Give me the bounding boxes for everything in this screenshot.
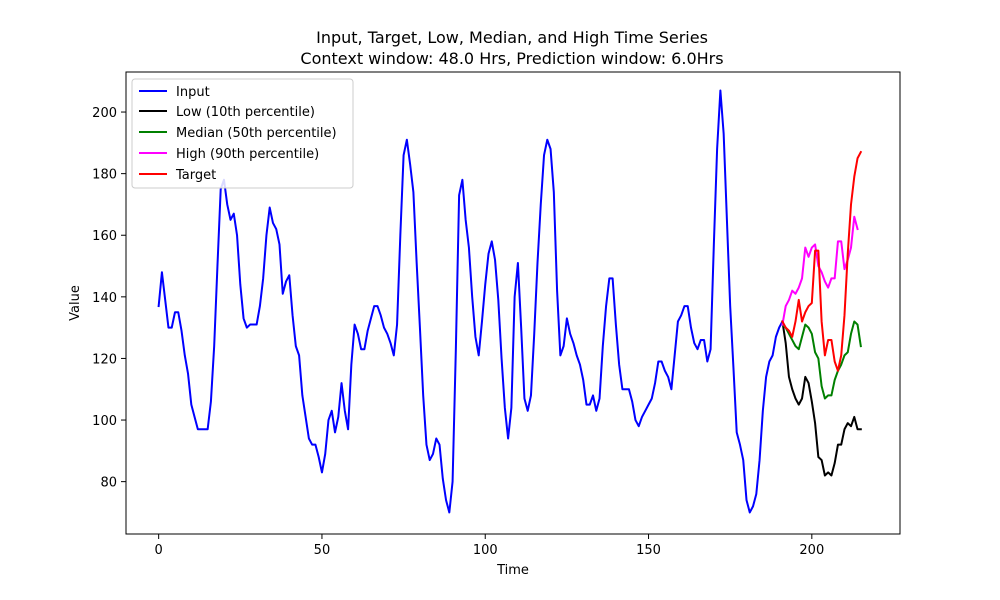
x-axis-label: Time (496, 563, 529, 578)
series-line-target (781, 150, 863, 372)
plot-frame (125, 71, 901, 535)
x-tick-label: 150 (636, 543, 661, 558)
y-tick-label: 120 (92, 352, 117, 367)
chart-subtitle: Context window: 48.0 Hrs, Prediction win… (300, 49, 723, 68)
legend-label-input: Input (176, 85, 210, 100)
y-tick-label: 100 (92, 414, 117, 429)
series-line-input (157, 89, 784, 514)
x-tick-label: 50 (314, 543, 331, 558)
plot-lines (157, 89, 863, 514)
legend-label-high: High (90th percentile) (176, 147, 319, 162)
y-tick-label: 180 (92, 168, 117, 183)
x-tick-label: 0 (155, 543, 163, 558)
legend-box (131, 78, 354, 189)
y-tick-label: 200 (92, 106, 117, 121)
legend: Input Low (10th percentile) Median (50th… (131, 78, 354, 189)
y-axis-label: Value (68, 285, 83, 321)
x-tick-label: 100 (473, 543, 498, 558)
legend-label-target: Target (175, 168, 216, 183)
y-tick-label: 140 (92, 291, 117, 306)
legend-label-median: Median (50th percentile) (176, 126, 337, 141)
legend-label-low: Low (10th percentile) (176, 105, 315, 120)
axis-ticks: 0 50 100 150 200 80 100 120 140 160 180 200 (92, 106, 824, 558)
series-line-median (781, 320, 862, 400)
x-tick-label: 200 (799, 543, 824, 558)
y-tick-label: 80 (100, 476, 117, 491)
y-tick-label: 160 (92, 229, 117, 244)
chart-title: Input, Target, Low, Median, and High Tim… (316, 28, 708, 47)
series-line-low (781, 320, 862, 477)
